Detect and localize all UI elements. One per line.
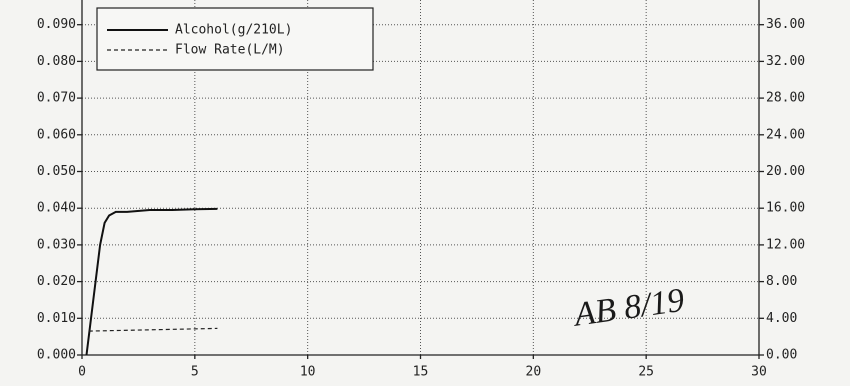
y-tick-label: 0.080 xyxy=(37,54,76,69)
x-tick-label: 30 xyxy=(751,365,767,380)
x-tick-label: 10 xyxy=(300,365,316,380)
legend-label: Alcohol(g/210L) xyxy=(175,23,292,38)
y-tick-label: 0.090 xyxy=(37,17,76,32)
data-line xyxy=(88,327,218,332)
y-tick-label: 0.000 xyxy=(37,348,76,363)
y2-tick-label: 24.00 xyxy=(766,127,805,142)
y2-tick-label: 20.00 xyxy=(766,164,805,179)
annotation: AB 8/19 xyxy=(570,282,687,334)
y2-tick-label: 28.00 xyxy=(766,91,805,106)
x-tick-label: 15 xyxy=(413,365,429,380)
x-tick-label: 5 xyxy=(191,365,199,380)
y2-tick-label: 4.00 xyxy=(766,311,797,326)
y-tick-label: 0.070 xyxy=(37,91,76,106)
y-tick-label: 0.040 xyxy=(37,201,76,216)
y-tick-label: 0.050 xyxy=(37,164,76,179)
legend-box xyxy=(96,7,374,71)
legend: Alcohol(g/210L) Flow Rate(L/M) xyxy=(96,7,374,71)
data-line xyxy=(85,207,218,356)
y2-tick-label: 12.00 xyxy=(766,237,805,252)
x-tick-label: 25 xyxy=(638,365,654,380)
x-tick-label: 0 xyxy=(78,365,86,380)
y2-tick-label: 16.00 xyxy=(766,201,805,216)
y-tick-label: 0.030 xyxy=(37,237,76,252)
y2-tick-label: 0.00 xyxy=(766,348,797,363)
y-tick-label: 0.020 xyxy=(37,274,76,289)
y-tick-label: 0.010 xyxy=(37,311,76,326)
y-tick-label: 0.060 xyxy=(37,127,76,142)
y2-tick-label: 32.00 xyxy=(766,54,805,69)
y2-tick-label: 36.00 xyxy=(766,17,805,32)
y2-tick-label: 8.00 xyxy=(766,274,797,289)
x-tick-label: 20 xyxy=(526,365,542,380)
legend-label: Flow Rate(L/M) xyxy=(175,43,285,58)
